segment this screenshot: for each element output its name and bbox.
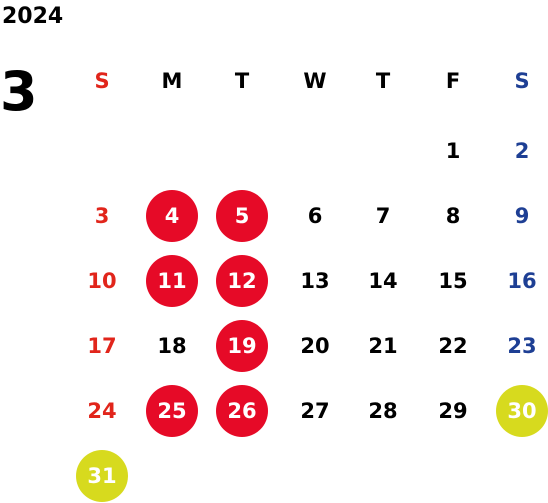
- day-cell-highlighted: 19: [216, 320, 268, 372]
- day-cell: 3: [94, 204, 110, 228]
- day-cell: 29: [438, 399, 468, 423]
- day-cell: 9: [514, 204, 530, 228]
- weekday-header-wed: W: [303, 69, 327, 93]
- day-cell: 14: [368, 269, 398, 293]
- day-cell-highlighted: 11: [146, 255, 198, 307]
- day-cell: 15: [438, 269, 468, 293]
- weekday-header-fri: F: [445, 69, 461, 93]
- weekday-header-thu: T: [375, 69, 391, 93]
- day-cell: 20: [300, 334, 330, 358]
- day-cell: 27: [300, 399, 330, 423]
- day-cell-highlighted: 5: [216, 190, 268, 242]
- weekday-header-sun: S: [94, 69, 110, 93]
- day-cell: 13: [300, 269, 330, 293]
- day-cell: 1: [445, 139, 461, 163]
- day-cell: 8: [445, 204, 461, 228]
- weekday-header-sat: S: [514, 69, 530, 93]
- day-cell: 23: [507, 334, 537, 358]
- month-number: 3: [0, 60, 38, 123]
- day-cell-highlighted: 4: [146, 190, 198, 242]
- day-cell: 6: [307, 204, 323, 228]
- weekday-header-mon: M: [161, 69, 183, 93]
- day-cell: 16: [507, 269, 537, 293]
- day-cell-highlighted: 26: [216, 385, 268, 437]
- day-cell-highlighted: 25: [146, 385, 198, 437]
- weekday-header-tue: T: [234, 69, 250, 93]
- day-cell: 24: [87, 399, 117, 423]
- day-cell: 7: [375, 204, 391, 228]
- day-cell: 10: [87, 269, 117, 293]
- day-cell: 21: [368, 334, 398, 358]
- day-cell-highlighted: 31: [76, 450, 128, 502]
- day-cell-highlighted: 12: [216, 255, 268, 307]
- day-cell: 22: [438, 334, 468, 358]
- day-cell: 28: [368, 399, 398, 423]
- day-cell-highlighted: 30: [496, 385, 548, 437]
- day-cell: 2: [514, 139, 530, 163]
- day-cell: 17: [87, 334, 117, 358]
- day-cell: 18: [157, 334, 187, 358]
- year-label: 2024: [2, 4, 64, 29]
